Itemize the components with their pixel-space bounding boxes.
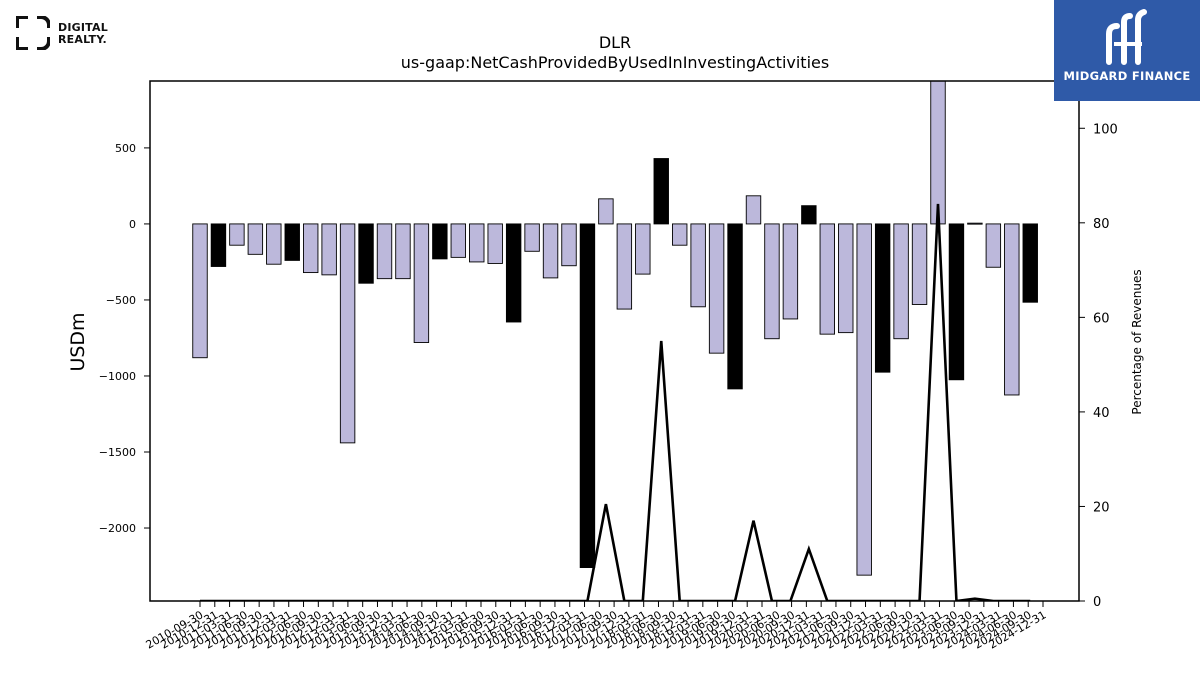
bar [210,223,227,267]
bar-series [192,80,1038,576]
y-axis-ticks: −2000 −1500 −1000 −500 0 500 [99,142,150,535]
bar [672,223,688,246]
y-tick-label: 0 [129,218,136,231]
bar [874,223,891,373]
bar [395,223,411,280]
line-series [200,203,1031,601]
bar [505,223,522,323]
y-tick-label: −500 [106,294,136,307]
bar [819,223,835,335]
digital-realty-mark-icon [16,16,50,50]
bar [303,223,319,274]
bar [930,80,946,225]
y-axis-label: USDm [67,312,89,371]
midgard-finance-logo: MIDGARD FINANCE [1054,0,1200,101]
bar [1004,223,1020,396]
y2-tick-label: 60 [1093,311,1110,326]
bar [524,223,540,252]
y-tick-label: −2000 [99,522,136,535]
y2-tick-label: 20 [1093,500,1110,515]
bar [450,223,466,258]
bar [284,223,300,261]
bar [690,223,706,308]
bar [542,223,559,279]
bar [782,223,799,320]
bar [432,223,448,260]
bar [967,222,983,225]
y2-tick-label: 40 [1093,406,1110,421]
bar [579,223,596,569]
bar [801,205,817,225]
bar [247,223,264,255]
bar [985,223,1002,268]
bar [339,223,356,444]
midgard-logo-text: MIDGARD FINANCE [1063,69,1191,83]
bar [321,223,337,276]
bar [764,223,780,340]
y2-tick-label: 80 [1093,217,1110,232]
bar [1022,223,1038,303]
bar [911,223,928,305]
bar [229,223,245,246]
bar [653,158,669,225]
plot-frame [149,80,1080,602]
y-tick-label: −1500 [99,446,136,459]
logo-word-1: DIGITAL [58,21,108,34]
bar [469,223,485,263]
percentage-line [200,203,1031,601]
bar [376,223,393,280]
logo-word-2: REALTY. [58,33,107,46]
bar [358,223,374,284]
digital-realty-logo: DIGITAL REALTY. [14,14,124,52]
bar [561,223,577,267]
midgard-mark-icon [1106,9,1147,65]
bar [487,223,503,264]
y2-tick-label: 100 [1093,122,1118,137]
bar [635,223,651,275]
x-axis-ticks: 2010-09-302010-12-312011-03-312011-06-30… [144,601,1049,652]
bar [893,223,909,340]
bar [948,223,965,381]
bar [708,223,725,354]
bar [598,198,614,225]
bar [745,195,762,225]
y-tick-label: −1000 [99,370,136,383]
bar [413,223,430,343]
y2-axis-label: Percentage of Revenues [1130,269,1144,414]
bar [192,223,208,359]
y-tick-label: 500 [115,142,136,155]
bar [727,223,743,390]
bar [838,223,854,334]
bar [266,223,282,265]
y2-tick-label: 0 [1093,595,1101,610]
bar [856,223,872,576]
chart-title: DLR [599,33,631,52]
chart-subtitle: us-gaap:NetCashProvidedByUsedInInvesting… [401,53,829,72]
bar [616,223,633,310]
y2-axis-ticks: 0 20 40 60 80 100 [1079,122,1118,610]
